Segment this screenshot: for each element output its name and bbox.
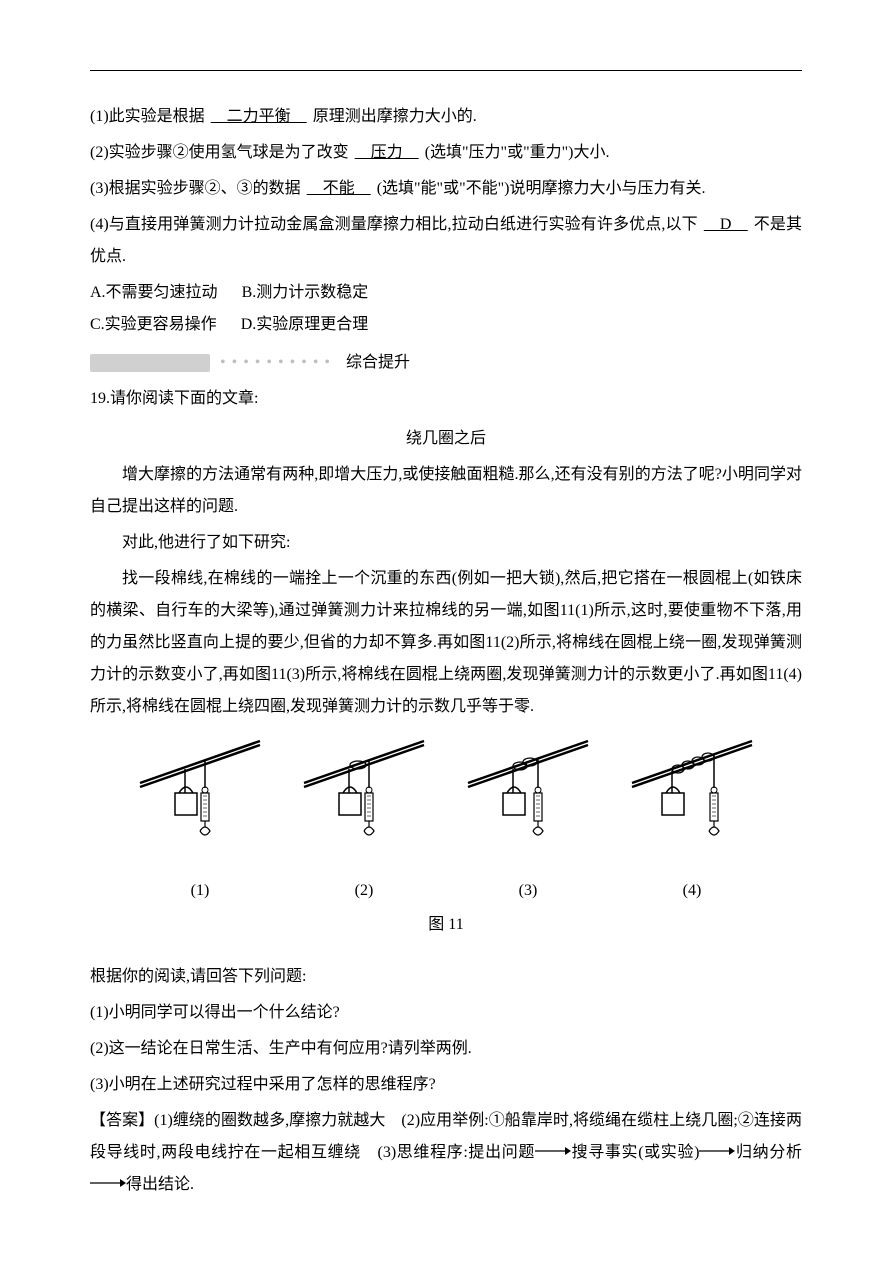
rod-diagram-4-icon: [622, 733, 762, 863]
top-rule: [90, 70, 802, 71]
rod-diagram-3-icon: [458, 733, 598, 863]
answer-1: (1)缠绕的圈数越多,摩擦力就越大: [154, 1112, 401, 1129]
arrow-icon: [699, 1145, 735, 1157]
question-4: (4)与直接用弹簧测力计拉动金属盒测量摩擦力相比,拉动白纸进行实验有许多优点,以…: [90, 209, 802, 273]
q2-before: (2)实验步骤②使用氢气球是为了改变: [90, 144, 349, 161]
article-title: 绕几圈之后: [90, 423, 802, 455]
q3-after: (选填"能"或"不能")说明摩擦力大小与压力有关.: [377, 180, 706, 197]
paragraph-3: 找一段棉线,在棉线的一端拴上一个沉重的东西(例如一把大锁),然后,把它搭在一根圆…: [90, 563, 802, 723]
figure-item-1: (1): [130, 733, 270, 907]
q2-blank: 压力: [349, 144, 425, 161]
paragraph-1: 增大摩擦的方法通常有两种,即增大压力,或使接触面粗糙.那么,还有没有别的方法了呢…: [90, 459, 802, 523]
q19-intro: 19.请你阅读下面的文章:: [90, 383, 802, 415]
question-3: (3)根据实验步骤②、③的数据 不能 (选填"能"或"不能")说明摩擦力大小与压…: [90, 173, 802, 205]
option-b: B.测力计示数稳定: [242, 277, 369, 309]
page: (1)此实验是根据 二力平衡 原理测出摩擦力大小的. (2)实验步骤②使用氢气球…: [0, 0, 892, 1245]
option-d: D.实验原理更合理: [241, 309, 369, 341]
answer-3-mid2: 归纳分析: [735, 1144, 802, 1161]
section-header: •••••••••• 综合提升: [90, 347, 802, 379]
q1-blank: 二力平衡: [205, 108, 313, 125]
rod-diagram-1-icon: [130, 733, 270, 863]
figure-11: (1) (2): [90, 733, 802, 907]
figure-caption: 图 11: [90, 909, 802, 941]
q2-after: (选填"压力"或"重力")大小.: [425, 144, 610, 161]
after-figure-text: 根据你的阅读,请回答下列问题:: [90, 961, 802, 993]
answer-3-end: 得出结论.: [126, 1176, 194, 1193]
paragraph-2: 对此,他进行了如下研究:: [90, 527, 802, 559]
figure-label-2: (2): [294, 875, 434, 907]
figure-item-3: (3): [458, 733, 598, 907]
subquestion-2: (2)这一结论在日常生活、生产中有何应用?请列举两例.: [90, 1033, 802, 1065]
q3-before: (3)根据实验步骤②、③的数据: [90, 180, 301, 197]
options-row-1: A.不需要匀速拉动 B.测力计示数稳定: [90, 277, 802, 309]
question-2: (2)实验步骤②使用氢气球是为了改变 压力 (选填"压力"或"重力")大小.: [90, 137, 802, 169]
option-a: A.不需要匀速拉动: [90, 277, 218, 309]
figure-label-3: (3): [458, 875, 598, 907]
section-tab-icon: [90, 354, 210, 372]
subquestion-1: (1)小明同学可以得出一个什么结论?: [90, 997, 802, 1029]
answer-block: 【答案】(1)缠绕的圈数越多,摩擦力就越大 (2)应用举例:①船靠岸时,将缆绳在…: [90, 1105, 802, 1201]
q3-blank: 不能: [301, 180, 377, 197]
subquestion-3: (3)小明在上述研究过程中采用了怎样的思维程序?: [90, 1069, 802, 1101]
figure-label-1: (1): [130, 875, 270, 907]
arrow-icon: [535, 1145, 571, 1157]
option-c: C.实验更容易操作: [90, 309, 217, 341]
section-dots-icon: ••••••••••: [220, 347, 336, 379]
options-row-2: C.实验更容易操作 D.实验原理更合理: [90, 309, 802, 341]
arrow-icon: [90, 1177, 126, 1189]
q1-before: (1)此实验是根据: [90, 108, 205, 125]
answer-3-before: (3)思维程序:提出问题: [378, 1144, 536, 1161]
question-1: (1)此实验是根据 二力平衡 原理测出摩擦力大小的.: [90, 101, 802, 133]
figure-item-4: (4): [622, 733, 762, 907]
q4-before: (4)与直接用弹簧测力计拉动金属盒测量摩擦力相比,拉动白纸进行实验有许多优点,以…: [90, 216, 698, 233]
q4-blank: D: [698, 216, 754, 233]
answer-prefix: 【答案】: [90, 1112, 154, 1129]
figure-label-4: (4): [622, 875, 762, 907]
section-label: 综合提升: [346, 347, 410, 379]
rod-diagram-2-icon: [294, 733, 434, 863]
answer-3-mid1: 搜寻事实(或实验): [571, 1144, 699, 1161]
q1-after: 原理测出摩擦力大小的.: [313, 108, 477, 125]
figure-item-2: (2): [294, 733, 434, 907]
